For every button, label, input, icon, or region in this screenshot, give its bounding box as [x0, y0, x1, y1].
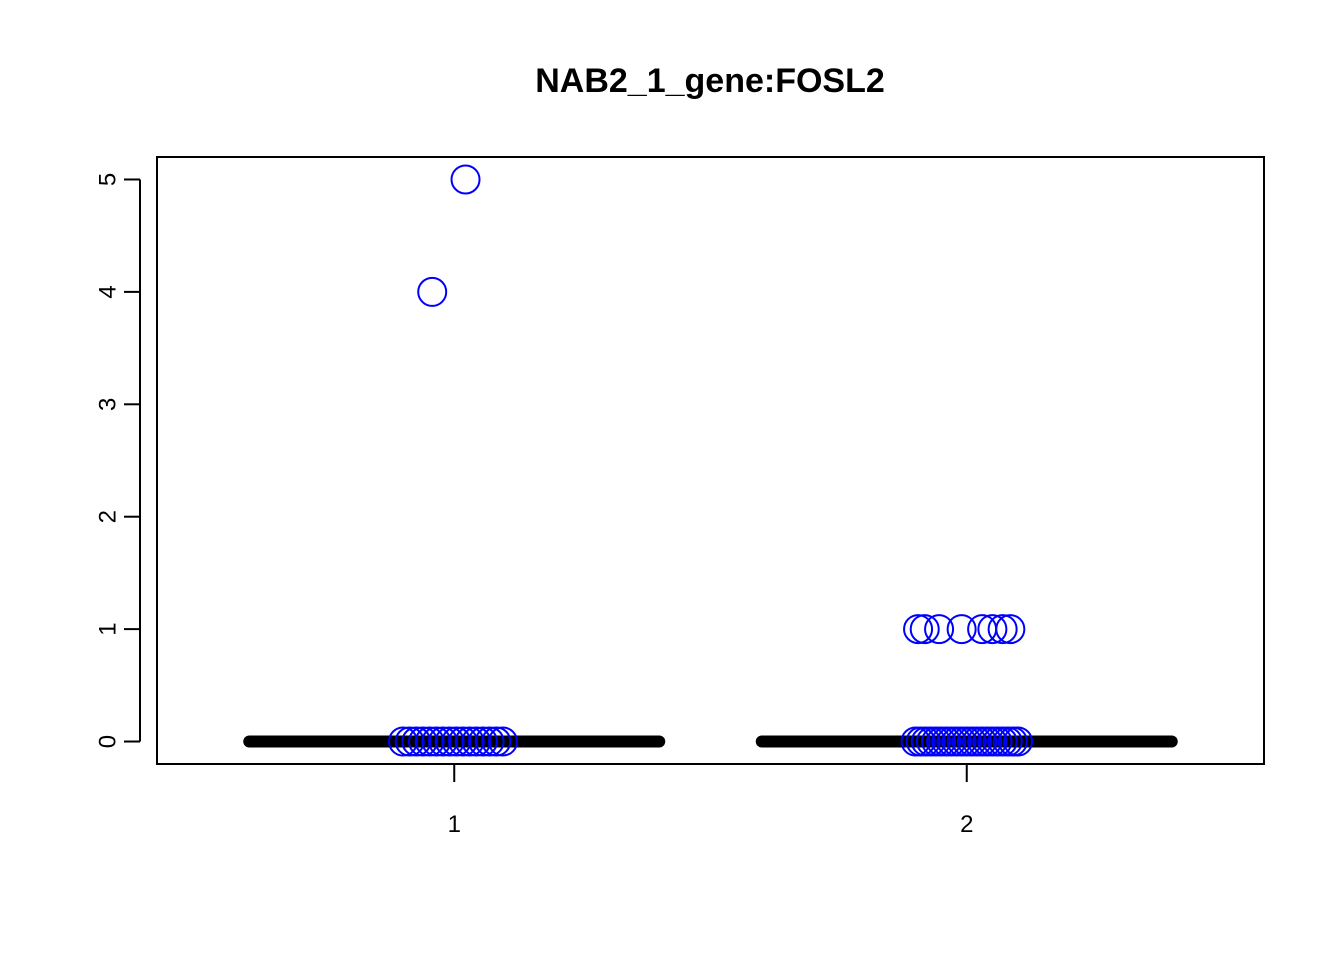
data-point: [450, 164, 481, 195]
data-point: [1003, 726, 1033, 757]
y-tick-label: 2: [95, 510, 122, 523]
data-point: [995, 614, 1026, 645]
y-tick-label: 5: [95, 173, 122, 186]
data-point: [401, 726, 432, 757]
y-tick-label: 0: [95, 735, 122, 748]
y-tick-label: 1: [95, 622, 122, 635]
data-point: [461, 726, 492, 757]
data-point: [407, 726, 438, 757]
axis-layer: 0 1 2 3 4 5 1 2: [95, 173, 974, 838]
data-point: [454, 726, 485, 757]
data-point: [441, 726, 472, 757]
data-point: [447, 726, 478, 757]
data-point: [394, 726, 425, 757]
data-point: [977, 614, 1008, 645]
x-tick-label: 2: [960, 811, 973, 838]
data-point: [467, 726, 498, 757]
chart-title: NAB2_1_gene:FOSL2: [535, 62, 885, 100]
data-point: [414, 726, 445, 757]
data-point: [388, 726, 418, 757]
data-point: [924, 614, 955, 645]
y-tick-label: 3: [95, 398, 122, 411]
data-point: [427, 726, 458, 757]
data-point: [421, 726, 452, 757]
data-point: [434, 726, 465, 757]
data-point: [987, 614, 1018, 645]
data-point: [474, 726, 505, 757]
data-point: [909, 614, 940, 645]
data-point: [903, 614, 934, 645]
y-tick-label: 4: [95, 285, 122, 298]
data-point: [481, 726, 512, 757]
data-point: [487, 726, 518, 757]
x-tick-label: 1: [448, 811, 461, 838]
data-point: [417, 276, 448, 307]
point-layer: [388, 164, 1033, 757]
data-point: [946, 614, 977, 645]
